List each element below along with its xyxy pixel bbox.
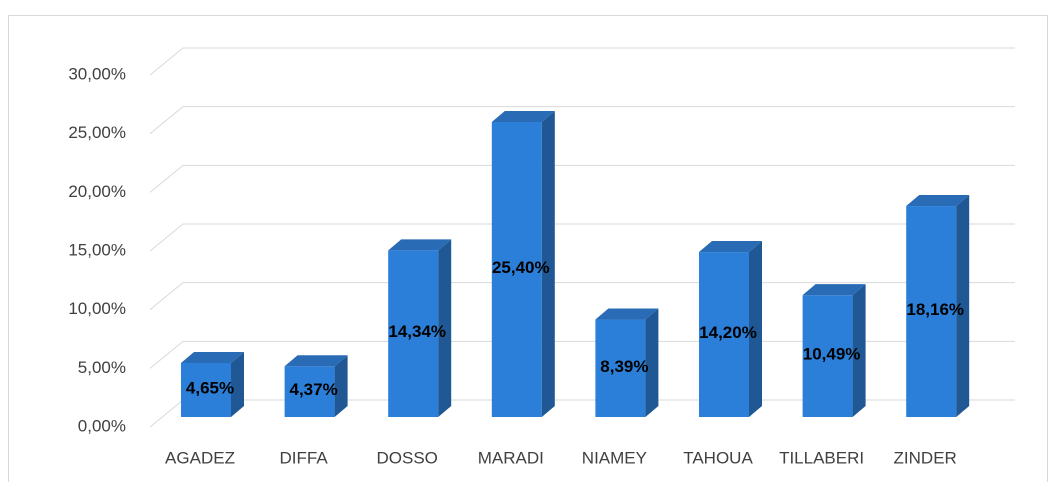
value-label: 4,65%: [186, 378, 234, 397]
grid-line: [149, 282, 1015, 311]
chart-frame: [8, 15, 1048, 482]
bar-top: [699, 241, 762, 253]
value-label: 18,16%: [906, 300, 964, 319]
y-tick-label: 5,00%: [78, 358, 126, 377]
x-tick-label: ZINDER: [894, 448, 957, 467]
bar-top: [906, 195, 970, 207]
y-tick-label: 30,00%: [68, 64, 126, 83]
x-tick-label: NIAMEY: [582, 448, 647, 467]
y-tick-label: 15,00%: [68, 240, 126, 259]
y-tick-label: 20,00%: [68, 182, 126, 201]
y-tick-label: 25,00%: [68, 123, 126, 142]
bar-top: [491, 110, 555, 122]
bar-top: [595, 308, 659, 320]
x-tick-label: DOSSO: [376, 448, 437, 467]
bar: [181, 362, 231, 417]
bar-top: [388, 239, 452, 251]
grid-line: [149, 164, 1015, 193]
bar: [284, 366, 335, 417]
bar-side: [956, 195, 970, 417]
x-tick-label: AGADEZ: [165, 448, 235, 467]
bar-side: [645, 308, 659, 417]
bar-side: [541, 110, 555, 417]
bar-top: [181, 351, 244, 363]
bar-side: [334, 355, 348, 417]
value-label: 25,40%: [492, 258, 550, 277]
grid-line: [149, 106, 1015, 135]
bar-top: [284, 355, 348, 367]
value-label: 4,37%: [289, 380, 337, 399]
x-tick-label: TAHOUA: [683, 448, 753, 467]
x-tick-label: TILLABERI: [779, 448, 864, 467]
grid-line: [149, 47, 1015, 76]
x-tick-label: DIFFA: [280, 448, 329, 467]
bar-side: [852, 284, 866, 417]
bar: [491, 121, 542, 417]
grid-line: [149, 223, 1015, 252]
bar-side: [231, 351, 244, 417]
x-tick-label: MARADI: [478, 448, 544, 467]
y-tick-label: 10,00%: [68, 299, 126, 318]
bar: [699, 252, 749, 417]
value-label: 10,49%: [803, 345, 861, 364]
y-tick-label: 0,00%: [78, 416, 126, 435]
bar: [802, 295, 853, 417]
value-label: 8,39%: [600, 357, 648, 376]
bar: [388, 250, 439, 417]
grid-line: [149, 340, 1015, 369]
bar: [906, 206, 957, 417]
grid-line: [149, 399, 1015, 428]
value-label: 14,20%: [699, 323, 757, 342]
value-label: 14,34%: [388, 322, 446, 341]
bar-side: [749, 241, 762, 417]
bar-top: [802, 284, 866, 296]
bar: [595, 319, 646, 417]
bar-side: [438, 239, 452, 417]
